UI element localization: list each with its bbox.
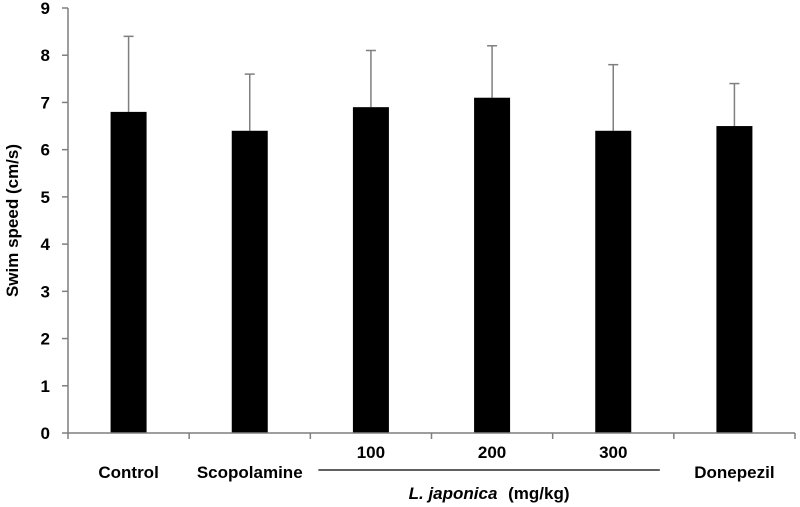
group-label: L. japonica (mg/kg) — [409, 484, 570, 503]
category-label: Control — [98, 463, 158, 482]
category-label: Donepezil — [694, 463, 774, 482]
category-labels: Control Scopolamine 100 200 300 Donepezil — [98, 443, 774, 482]
y-tick-label: 3 — [41, 282, 50, 301]
error-bars — [123, 35, 740, 131]
bar — [716, 126, 753, 434]
y-tick-label: 5 — [41, 188, 50, 207]
x-axis-ticks — [67, 433, 796, 439]
group-label-italic: L. japonica — [409, 484, 498, 503]
y-tick-label: 4 — [41, 235, 51, 254]
bar — [474, 97, 511, 433]
y-tick-label: 7 — [41, 93, 50, 112]
y-tick-label: 8 — [41, 46, 50, 65]
y-tick-label: 1 — [41, 377, 50, 396]
y-tick-label: 2 — [41, 330, 50, 349]
category-label: 300 — [599, 443, 627, 462]
category-label: Scopolamine — [197, 463, 303, 482]
bar — [352, 107, 389, 434]
bars — [110, 97, 753, 434]
y-tick-label: 9 — [41, 0, 50, 18]
y-tick-label: 0 — [41, 424, 50, 443]
bar — [231, 130, 268, 433]
y-tick-label: 6 — [41, 141, 50, 160]
bar — [110, 111, 147, 433]
category-label: 100 — [357, 443, 385, 462]
y-axis-title: Swim speed (cm/s) — [3, 144, 22, 297]
bar — [595, 130, 632, 433]
group-label-unit: (mg/kg) — [508, 484, 569, 503]
category-label: 200 — [478, 443, 506, 462]
y-axis-ticks: 0 1 2 3 4 5 6 7 8 9 — [41, 0, 68, 443]
